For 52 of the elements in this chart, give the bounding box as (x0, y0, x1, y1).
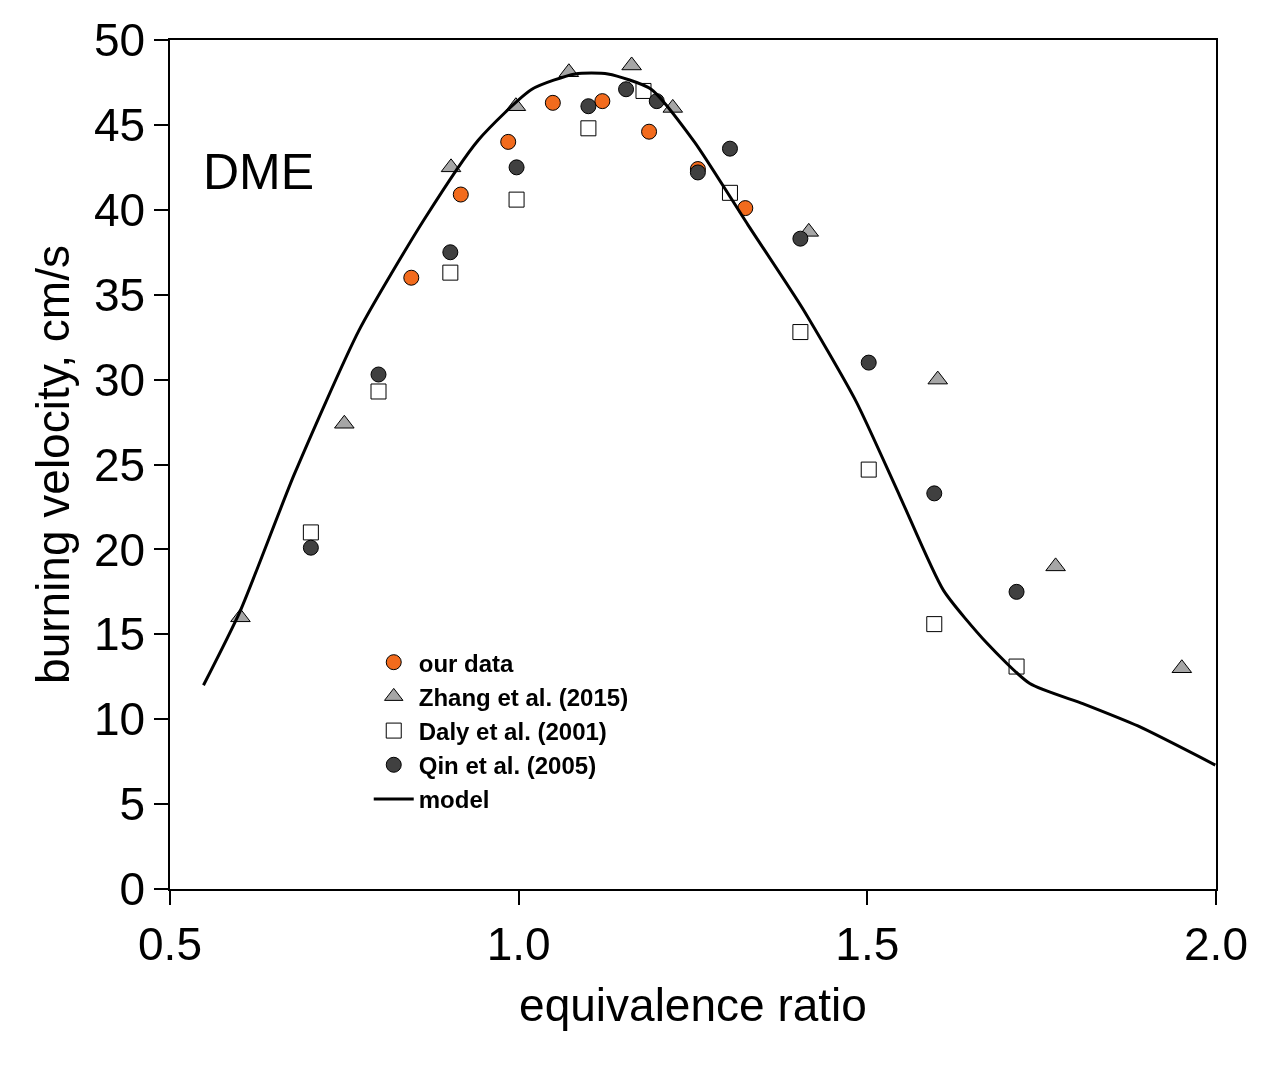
y-tick-label: 5 (119, 778, 146, 831)
point (508, 159, 525, 176)
point (1008, 583, 1025, 600)
point (860, 461, 877, 478)
x-axis-title: equivalence ratio (519, 979, 867, 1032)
legend-label: Daly et al. (2001) (418, 717, 607, 745)
point (370, 366, 387, 383)
y-tick-label: 45 (93, 99, 146, 151)
x-tick-label: 0.5 (138, 917, 202, 970)
y-tick-label: 30 (93, 353, 146, 406)
point (926, 616, 943, 633)
y-tick-label: 20 (93, 523, 146, 576)
x-tick-label: 2.0 (1184, 917, 1248, 970)
y-tick-label: 15 (93, 608, 146, 661)
point (792, 230, 809, 247)
point (594, 93, 611, 110)
point (792, 324, 809, 341)
point (403, 269, 420, 286)
point (302, 524, 319, 541)
legend-label: Qin et al. (2005) (418, 752, 597, 780)
legend-label: Zhang et al. (2015) (418, 683, 629, 711)
legend-label: our data (418, 649, 515, 677)
y-tick-label: 0 (119, 863, 146, 916)
point (618, 81, 635, 98)
point (737, 200, 754, 217)
point (926, 485, 943, 502)
point (442, 244, 459, 261)
point (508, 191, 525, 208)
y-tick-label: 50 (93, 14, 146, 67)
point (580, 120, 597, 137)
point (334, 414, 355, 429)
point (621, 56, 642, 71)
point (721, 140, 738, 157)
y-tick-label: 25 (93, 438, 146, 491)
point (641, 123, 658, 140)
legend-label: model (418, 786, 490, 814)
point (1045, 557, 1066, 572)
annotation: DME (203, 144, 315, 200)
x-tick-label: 1.0 (486, 917, 551, 970)
point (302, 539, 319, 556)
x-tick-label: 1.5 (835, 917, 900, 970)
point (442, 264, 459, 281)
y-tick-label: 35 (93, 268, 146, 321)
point (500, 133, 517, 150)
y-tick-label: 10 (93, 693, 146, 746)
point (370, 383, 387, 400)
y-axis-title: burning velocity, cm/s (26, 245, 79, 684)
point (860, 354, 877, 371)
y-tick-label: 40 (93, 183, 146, 236)
point (544, 94, 561, 111)
point (580, 98, 597, 115)
point (452, 186, 469, 203)
